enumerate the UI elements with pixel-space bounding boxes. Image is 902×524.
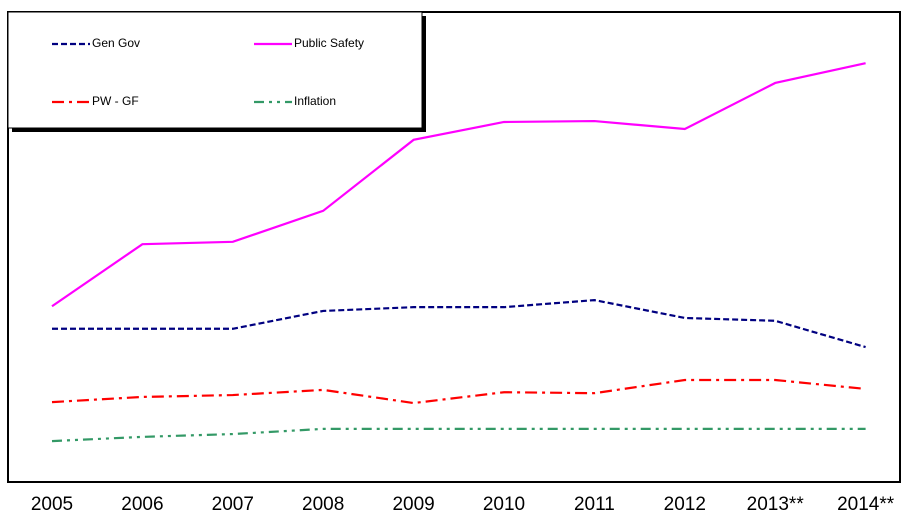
x-tick-label: 2009: [392, 494, 434, 515]
legend-label: PW - GF: [92, 94, 139, 108]
x-tick-label: 2007: [212, 494, 254, 515]
x-tick-label: 2014**: [837, 494, 895, 515]
legend-label: Public Safety: [294, 36, 364, 50]
x-tick-label: 2010: [483, 494, 525, 515]
series-line: [52, 299, 866, 349]
x-tick-label: 2012: [664, 494, 706, 515]
legend-box: [7, 11, 423, 129]
x-tick-label: 2006: [121, 494, 163, 515]
series-line: [51, 427, 866, 443]
legend-label: Gen Gov: [92, 36, 140, 50]
x-tick-label: 2005: [31, 494, 73, 515]
series-line: [51, 378, 866, 405]
series-line: [51, 62, 866, 308]
x-tick-label: 2013**: [747, 494, 805, 515]
x-tick-label: 2011: [574, 494, 615, 515]
legend-label: Inflation: [294, 94, 336, 108]
x-tick-label: 2008: [302, 494, 344, 515]
